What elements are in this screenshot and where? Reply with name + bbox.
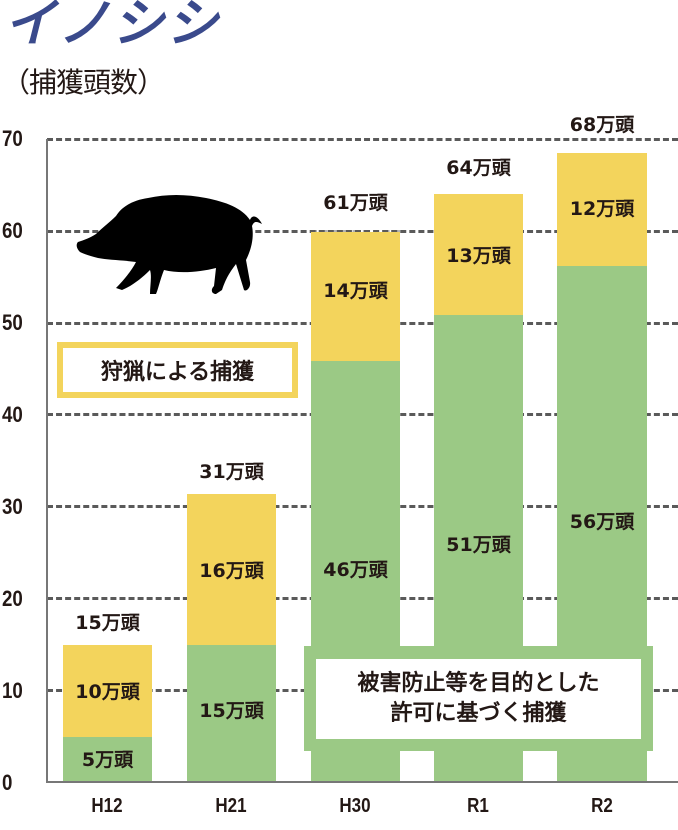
chart-title: イノシシ [4, 0, 221, 54]
y-tick-10: 10 [2, 678, 23, 703]
x-axis [46, 781, 678, 783]
boar-icon [76, 195, 262, 294]
y-tick-50: 50 [2, 310, 23, 335]
chart-subtitle: （捕獲頭数） [2, 66, 165, 99]
legend-permit-line2: 許可に基づく捕獲 [390, 701, 567, 726]
bar-h12-hunting-label: 10万頭 [75, 681, 140, 703]
y-tick-0: 0 [2, 770, 13, 795]
bar-h30-permit-label: 46万頭 [323, 559, 388, 581]
y-tick-40: 40 [2, 402, 23, 427]
bar-h21-permit: 15万頭 [187, 645, 276, 782]
bar-r1-total: 64万頭 [446, 157, 511, 179]
bar-r1-permit-label: 51万頭 [446, 534, 511, 556]
x-label-r1: R1 [467, 795, 489, 817]
x-label-r2: R2 [591, 795, 613, 817]
gridline-70 [47, 138, 678, 141]
bar-r1-hunting-label: 13万頭 [446, 245, 511, 267]
y-tick-20: 20 [2, 586, 23, 611]
bar-h21-permit-label: 15万頭 [199, 700, 264, 722]
legend-hunting-label: 狩猟による捕獲 [100, 360, 255, 385]
legend-permit-line1: 被害防止等を目的とした [357, 671, 600, 696]
legend-permit: 被害防止等を目的とした 許可に基づく捕獲 [304, 646, 653, 751]
gridline-60 [47, 230, 678, 233]
y-axis [46, 139, 48, 783]
y-tick-70: 70 [2, 126, 23, 151]
y-tick-60: 60 [2, 218, 23, 243]
gridline-60-overlay [311, 230, 400, 232]
bar-h12-permit-label: 5万頭 [81, 749, 134, 771]
y-tick-30: 30 [2, 494, 23, 519]
bar-h12-total: 15万頭 [75, 612, 140, 634]
bar-h21-hunting: 16万頭 [187, 494, 276, 645]
bar-h21-total: 31万頭 [199, 461, 264, 483]
x-label-h21: H21 [215, 795, 247, 817]
bar-h30-hunting: 14万頭 [311, 232, 400, 361]
bar-r2-hunting: 12万頭 [557, 153, 647, 266]
bar-r1-hunting: 13万頭 [434, 194, 523, 315]
x-label-h12: H12 [91, 795, 123, 817]
x-label-h30: H30 [339, 795, 371, 817]
legend-hunting: 狩猟による捕獲 [57, 342, 298, 398]
bar-r2-hunting-label: 12万頭 [569, 198, 635, 220]
bar-h12-hunting: 10万頭 [63, 645, 152, 737]
bar-r2-total: 68万頭 [569, 114, 635, 136]
bar-h12-permit: 5万頭 [63, 737, 152, 782]
bar-h30-total: 61万頭 [323, 192, 388, 214]
bar-h30-hunting-label: 14万頭 [323, 280, 388, 302]
bar-r2-permit-label: 56万頭 [569, 511, 635, 533]
bar-h21-hunting-label: 16万頭 [199, 560, 264, 582]
